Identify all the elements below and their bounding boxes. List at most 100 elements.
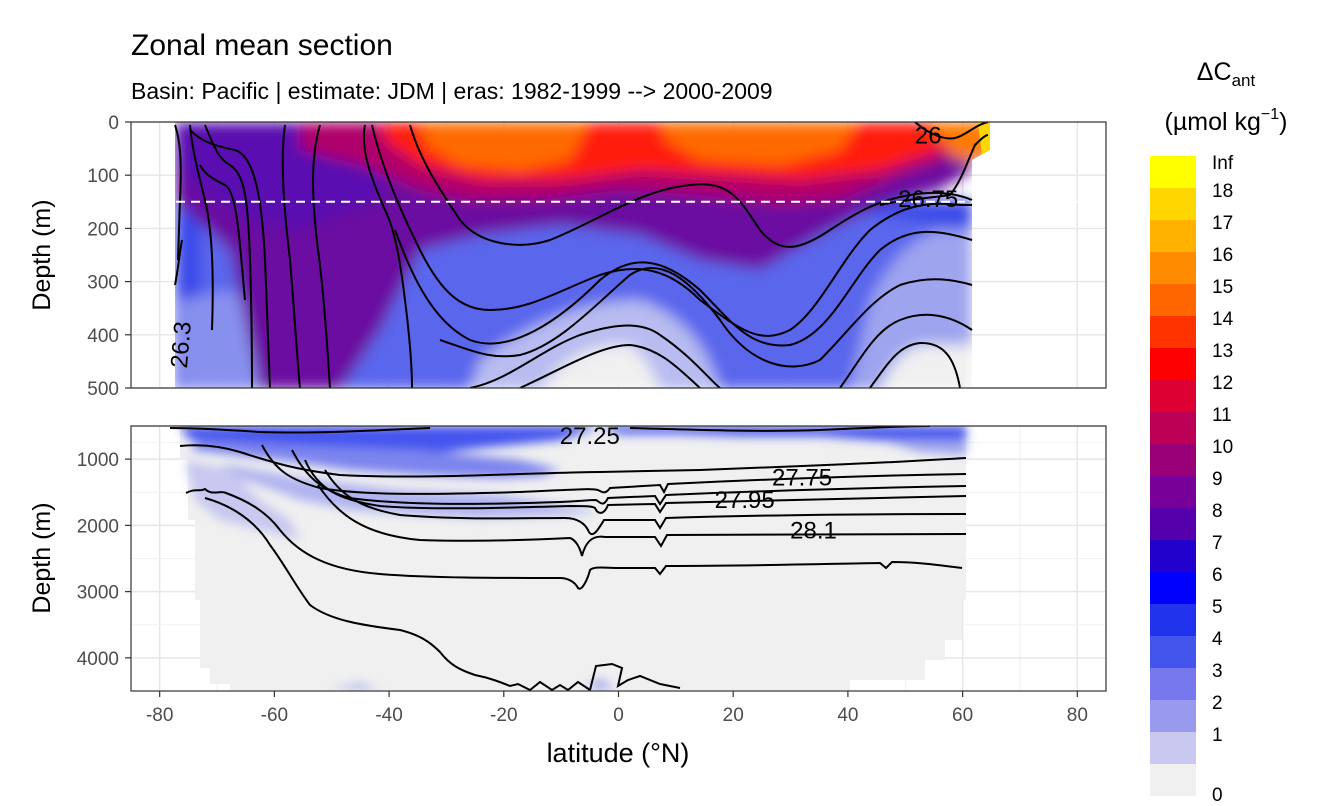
colorbar-label: 7 — [1212, 533, 1223, 554]
x-tick-label: -40 — [375, 705, 402, 726]
upper-field-orange-right — [660, 122, 860, 165]
colorbar-label: 14 — [1212, 309, 1234, 330]
colorbar-swatch — [1150, 220, 1196, 252]
isopycnal-line — [469, 324, 721, 388]
isopycnal-line — [304, 459, 967, 514]
colorbar-title: ΔCant — [1197, 58, 1256, 90]
colorbar-swatch — [1150, 764, 1196, 796]
x-axis: -80 -60 -40 -20 0 20 40 60 80 — [146, 691, 1088, 726]
colorbar-label: 15 — [1212, 277, 1233, 298]
x-tick-label: 60 — [952, 705, 973, 726]
colorbar-swatch — [1150, 252, 1196, 284]
y-tick-label: 500 — [87, 379, 119, 400]
lower-field-domain — [180, 426, 966, 690]
x-tick-label: 40 — [837, 705, 858, 726]
upper-panel: 26 26.75 26.3 0 100 200 300 400 500 — [87, 113, 1107, 400]
x-tick-label: 80 — [1067, 705, 1088, 726]
isopycnal-line — [371, 124, 972, 337]
colorbar-label: 2 — [1212, 693, 1223, 714]
isopycnal-line — [409, 124, 973, 248]
isopycnal-line — [189, 129, 271, 388]
y-axis-title-upper: Depth (m) — [28, 199, 56, 310]
isopycnal-line — [317, 484, 967, 557]
colorbar-unit: (µmol kg−1) — [1165, 106, 1288, 136]
isopycnal-line — [204, 124, 253, 388]
y-tick-label: 400 — [87, 326, 119, 347]
lower-field-bottom-blue — [585, 678, 615, 690]
contour-label: 26.3 — [166, 320, 197, 369]
isopycnal-line — [169, 427, 431, 434]
isopycnal-line — [204, 497, 681, 691]
colorbar-title-sub: ant — [1232, 71, 1256, 90]
upper-panel-border — [130, 121, 1107, 389]
upper-field-yellow-corner — [978, 122, 990, 155]
isopycnal-line — [362, 124, 413, 388]
upper-field-orange-edge — [930, 122, 990, 160]
colorbar-swatch — [1150, 284, 1196, 316]
colorbar-swatch — [1150, 700, 1196, 732]
colorbar-label: 9 — [1212, 469, 1223, 490]
upper-y-axis: 0 100 200 300 400 500 — [87, 113, 131, 400]
colorbar-swatch — [1150, 156, 1196, 188]
y-tick-label: 1000 — [77, 450, 119, 471]
colorbar-label: 1 — [1212, 725, 1223, 746]
colorbar-label: 8 — [1212, 501, 1223, 522]
isopycnal-line — [179, 444, 967, 478]
isopycnal-line — [281, 124, 301, 388]
lower-field-mid-band — [190, 440, 560, 478]
x-tick-label: 20 — [723, 705, 744, 726]
isopycnal-line — [189, 124, 214, 331]
colorbar-swatches — [1150, 156, 1196, 796]
chart-title: Zonal mean section — [131, 29, 393, 62]
lower-y-axis: 1000 2000 3000 4000 — [77, 450, 131, 670]
lower-field-pale-band — [210, 465, 600, 518]
isopycnal-line — [199, 164, 246, 301]
contour-label: 27.95 — [715, 487, 775, 514]
isopycnal-line — [879, 134, 989, 206]
colorbar-label: 4 — [1212, 629, 1223, 650]
isopycnal-line — [174, 124, 182, 261]
colorbar-label: 5 — [1212, 597, 1223, 618]
contour-label: 26.75 — [898, 186, 958, 213]
x-tick-label: -20 — [490, 705, 517, 726]
isopycnal-line — [839, 313, 973, 388]
isopycnal-line — [312, 124, 331, 388]
y-tick-label: 3000 — [77, 583, 119, 604]
lower-field-right-pale — [880, 440, 966, 455]
colorbar-swatch — [1150, 732, 1196, 764]
isopycnal-line — [185, 487, 963, 590]
upper-field — [175, 122, 990, 388]
colorbar-swatch — [1150, 540, 1196, 572]
colorbar: ΔCant (µmol kg−1) Inf1817161514131211109… — [1150, 58, 1287, 806]
colorbar-swatch — [1150, 572, 1196, 604]
isopycnal-line — [869, 341, 961, 388]
contour-label: 28.1 — [790, 518, 837, 545]
contour-label: 26 — [915, 122, 942, 149]
lower-isopycnals — [169, 426, 967, 691]
upper-field-orange-left — [420, 122, 590, 170]
x-tick-label: 0 — [613, 705, 624, 726]
y-tick-label: 300 — [87, 273, 119, 294]
colorbar-label: 3 — [1212, 661, 1223, 682]
colorbar-swatch — [1150, 668, 1196, 700]
y-tick-label: 200 — [87, 219, 119, 240]
colorbar-swatch — [1150, 604, 1196, 636]
colorbar-label: 13 — [1212, 341, 1233, 362]
colorbar-label: 10 — [1212, 437, 1233, 458]
isopycnal-line — [439, 266, 973, 368]
colorbar-swatch — [1150, 476, 1196, 508]
x-tick-label: -60 — [261, 705, 288, 726]
colorbar-unit-prefix: (µmol kg — [1165, 108, 1261, 136]
colorbar-unit-suffix: ) — [1279, 108, 1287, 136]
colorbar-swatch — [1150, 188, 1196, 220]
x-tick-label: -80 — [146, 705, 173, 726]
y-tick-label: 0 — [108, 113, 119, 134]
colorbar-label: 12 — [1212, 373, 1233, 394]
isopycnal-line — [519, 343, 701, 388]
upper-contour-labels: 26 26.75 26.3 — [166, 122, 958, 369]
colorbar-label: 11 — [1212, 405, 1232, 426]
lower-field-bottom-blue — [330, 684, 380, 690]
isopycnal-line — [174, 239, 183, 286]
